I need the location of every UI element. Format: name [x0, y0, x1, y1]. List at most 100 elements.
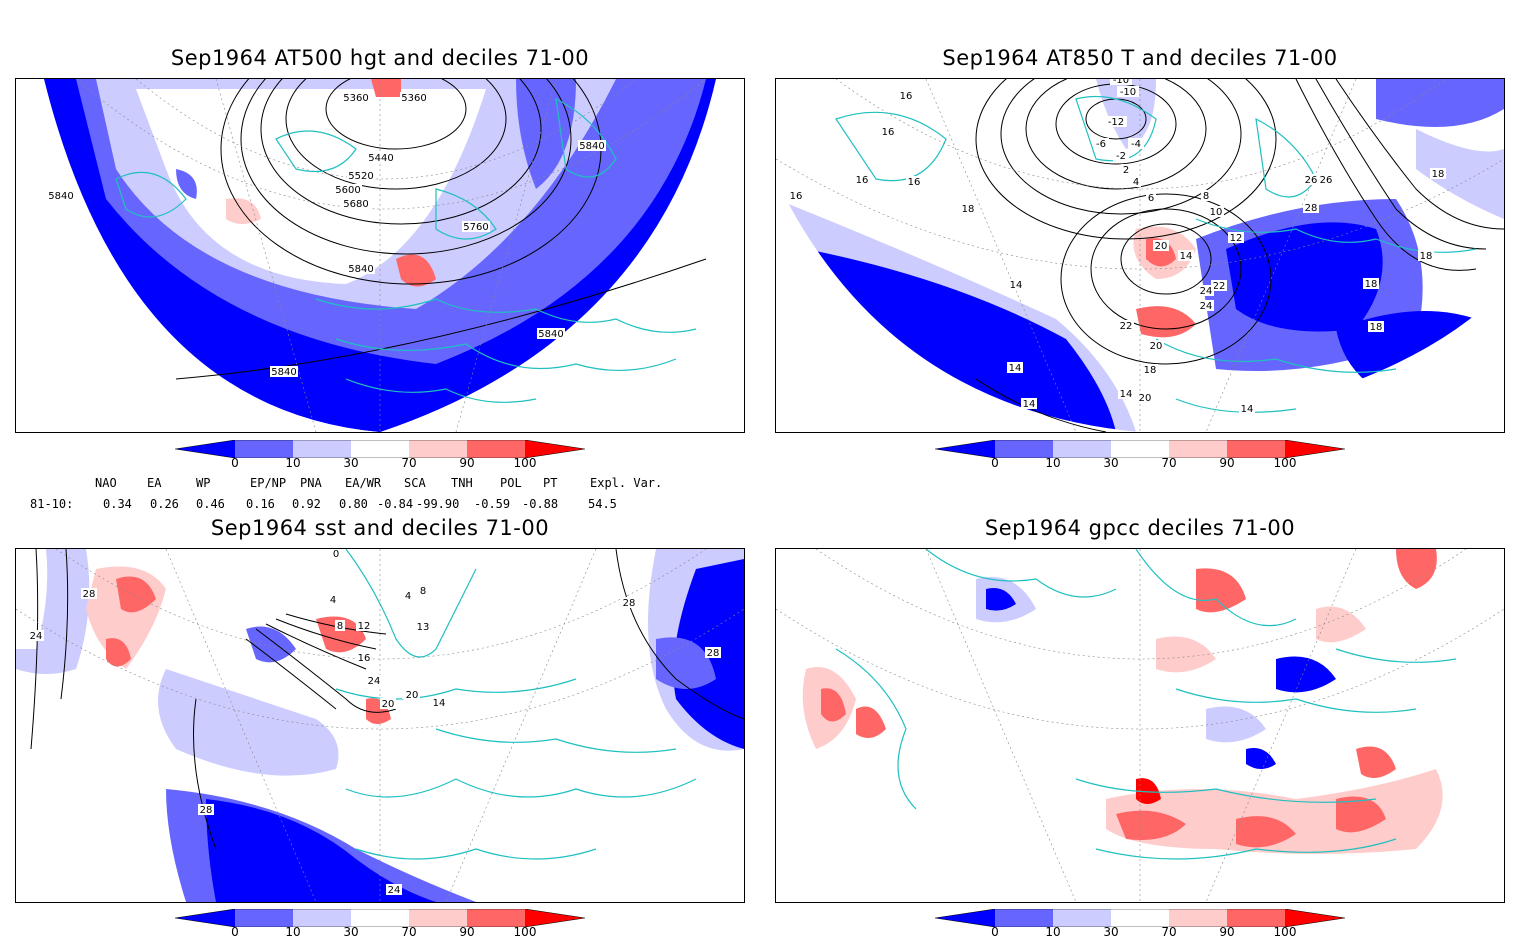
contour-label: 28: [623, 598, 636, 609]
index-value-sca: -0.84: [377, 497, 414, 511]
contour-label: 5680: [343, 199, 368, 210]
index-header-pna: PNA: [300, 476, 322, 490]
contour-label: 5840: [48, 191, 73, 202]
contour-label-bg: [1137, 392, 1153, 403]
contour-label-bg: [537, 328, 565, 339]
colorbar4-tick-70: 70: [1161, 925, 1177, 939]
contour-label: 5840: [579, 141, 604, 152]
colorbar2-tick-100: 100: [1273, 456, 1297, 470]
contour-label-bg: [1430, 168, 1446, 179]
colorbar-panel1: 0 10 30 70 90 100: [174, 439, 586, 472]
index-header-eawr: EA/WR: [345, 476, 382, 490]
contour-label: 8: [337, 621, 343, 632]
contour-label-bg: [331, 549, 341, 559]
index-value-nao: 0.34: [103, 497, 132, 511]
contour-label: 26: [1305, 175, 1318, 186]
contour-label: 16: [358, 653, 371, 664]
contour-label: 16: [882, 127, 895, 138]
contour-label: 16: [790, 191, 803, 202]
panel4-title: Sep1964 gpcc deciles 71-00: [984, 516, 1296, 540]
contour-label: 28: [707, 648, 720, 659]
contour-label-bg: [431, 697, 447, 708]
contour-label: 20: [1150, 341, 1163, 352]
colorbar2-tick-0: 0: [991, 456, 999, 470]
panel1-title: Sep1964 AT500 hgt and deciles 71-00: [170, 46, 590, 70]
contour-label: 16: [908, 177, 921, 188]
contour-label: 28: [83, 589, 96, 600]
contour-label-bg: [1008, 279, 1024, 290]
contour-label-bg: [1303, 202, 1319, 213]
contour-label-bg: [400, 92, 428, 103]
contour-label-bg: [1198, 285, 1214, 296]
index-value-pt: -0.88: [522, 497, 559, 511]
contour-label-bg: [342, 198, 370, 209]
contour-label: -12: [1108, 117, 1124, 128]
contour-label: 14: [1010, 280, 1023, 291]
contour-label-bg: [1153, 240, 1169, 251]
contour-label: 5600: [335, 185, 360, 196]
contour-label: 5840: [348, 264, 373, 275]
contour-label-bg: [906, 176, 922, 187]
contour-label: 5840: [538, 329, 563, 340]
contour-label-bg: [1211, 280, 1227, 291]
contour-label-bg: [356, 620, 372, 631]
index-header-ea: EA: [147, 476, 162, 490]
contour-label-bg: [1117, 86, 1139, 97]
contour-label-bg: [342, 92, 370, 103]
contour-label-bg: [1146, 192, 1156, 203]
contour-label-bg: [1007, 362, 1023, 373]
contour-label-bg: [335, 620, 345, 631]
colorbar-panel3: 0 10 30 70 90 100: [174, 908, 586, 940]
contour-label-bg: [1303, 174, 1319, 185]
contour-label: 4: [330, 595, 336, 606]
contour-label-bg: [1113, 150, 1129, 161]
contour-label: -6: [1096, 139, 1106, 150]
contour-label: 22: [1213, 281, 1226, 292]
map-panel-t850: -10 -10 -12 -6 -4 -2 2 4 6 8 10 12 14 16 16 16 16 16 18 18 1…: [775, 78, 1505, 433]
contour-label-bg: [621, 597, 637, 608]
contour-label-bg: [705, 647, 721, 658]
colorbar2-tick-90: 90: [1219, 456, 1235, 470]
contour-label-bg: [81, 588, 97, 599]
contour-label: 14: [1120, 389, 1133, 400]
colorbar3-tick-100: 100: [513, 925, 537, 939]
index-value-pna: 0.92: [292, 497, 321, 511]
contour-label: 13: [417, 622, 430, 633]
contour-label-bg: [270, 366, 298, 377]
contour-label: 20: [382, 699, 395, 710]
contour-label-bg: [347, 263, 375, 274]
map-panel-hgt500: 5360 5360 5440 5520 5600 5680 5760 5840 5840 5840…: [15, 78, 745, 433]
contour-label: -4: [1131, 139, 1141, 150]
contour-label-bg: [415, 621, 431, 632]
contour-label-bg: [356, 652, 372, 663]
contour-label-bg: [1121, 164, 1131, 175]
colorbar4-tick-0: 0: [991, 925, 999, 939]
index-value-pol: -0.59: [474, 497, 511, 511]
map-panel-sst: 282404812162024242820282824144813: [15, 548, 745, 903]
colorbar3-tick-30: 30: [343, 925, 359, 939]
contour-label: 5840: [271, 367, 296, 378]
contour-label: 24: [30, 631, 43, 642]
contour-label-bg: [1318, 174, 1334, 185]
contour-label: 20: [1155, 241, 1168, 252]
map-panel-gpcc: [775, 548, 1505, 903]
contour-label-bg: [1118, 320, 1134, 331]
contour-label: 4: [405, 591, 411, 602]
contour-label-bg: [1178, 250, 1194, 261]
colorbar3-tick-70: 70: [401, 925, 417, 939]
colorbar4-tick-10: 10: [1045, 925, 1061, 939]
contour-label-bg: [386, 884, 402, 895]
contour-label-bg: [1128, 138, 1144, 149]
contour-label-bg: [1198, 300, 1214, 311]
contour-label: 18: [1365, 279, 1378, 290]
contour-label: 18: [1432, 169, 1445, 180]
contour-label: 28: [200, 805, 213, 816]
contour-label-bg: [898, 90, 914, 101]
contour-label: 5360: [343, 93, 368, 104]
contour-label: 24: [1200, 286, 1213, 297]
contour-label: 18: [962, 204, 975, 215]
index-value-ea: 0.26: [150, 497, 179, 511]
contour-label: 5520: [348, 171, 373, 182]
index-value-tnh: -99.90: [416, 497, 460, 511]
contour-label-bg: [403, 590, 413, 601]
